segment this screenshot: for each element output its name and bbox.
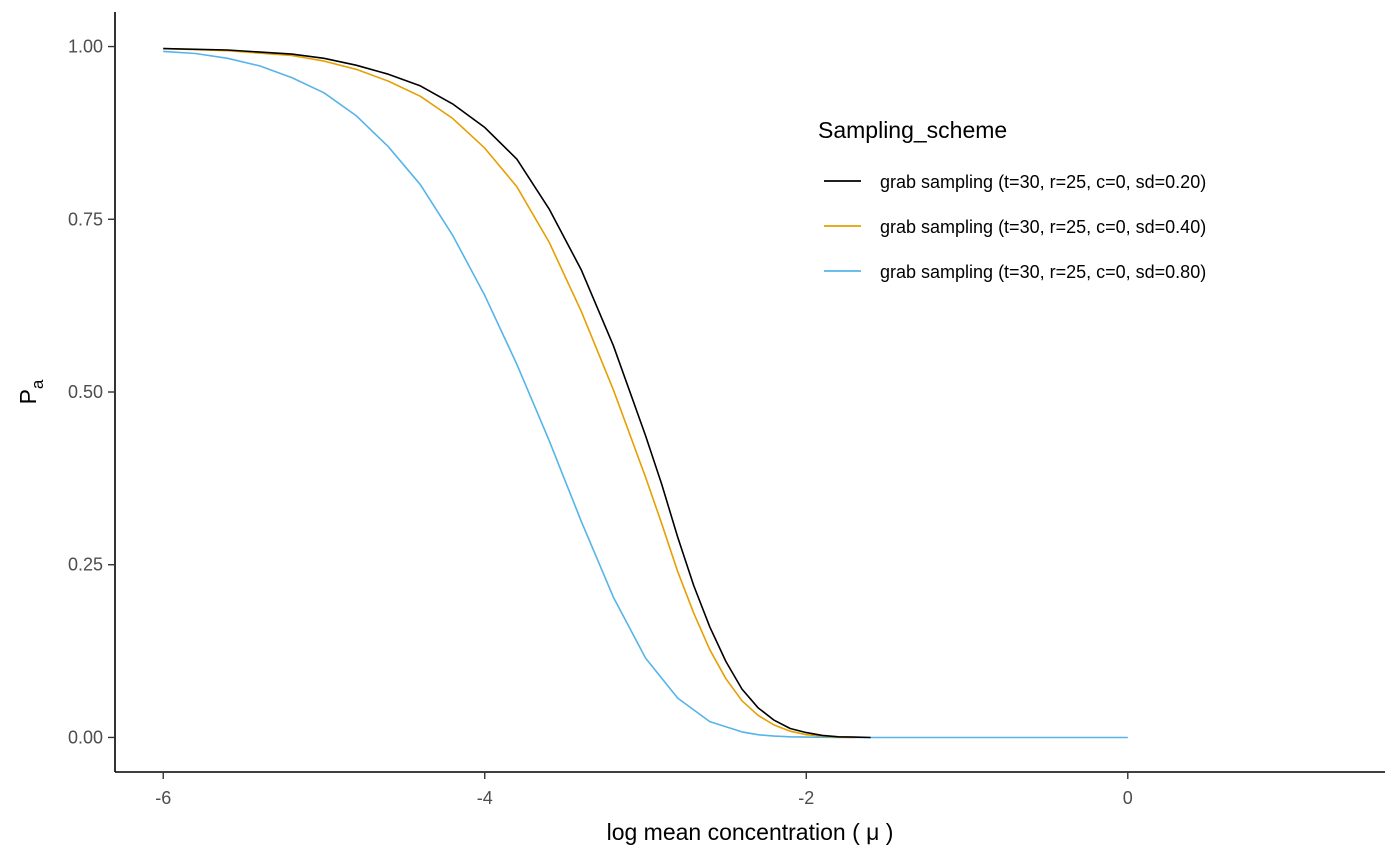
axes — [114, 12, 1385, 773]
x-tick-label: -4 — [477, 788, 493, 808]
legend-label: grab sampling (t=30, r=25, c=0, sd=0.80) — [880, 262, 1206, 282]
series-lines — [163, 47, 1128, 739]
y-tick-label: 0.50 — [68, 382, 103, 402]
y-tick-label: 0.75 — [68, 209, 103, 229]
y-axis-ticks: 0.00 0.25 0.50 0.75 1.00 — [68, 37, 115, 747]
y-axis-title: Pa — [15, 379, 47, 404]
y-tick-label: 0.25 — [68, 555, 103, 575]
y-axis-title-main: P — [15, 389, 41, 404]
legend: Sampling_scheme grab sampling (t=30, r=2… — [818, 117, 1206, 282]
series-line — [163, 50, 1128, 739]
series-line — [163, 47, 855, 739]
x-tick-label: 0 — [1123, 788, 1133, 808]
x-axis-ticks: -6 -4 -2 0 — [155, 772, 1133, 808]
x-tick-label: -2 — [798, 788, 814, 808]
y-axis-title-subscript: a — [28, 379, 47, 389]
legend-items: grab sampling (t=30, r=25, c=0, sd=0.20)… — [824, 172, 1206, 282]
legend-label: grab sampling (t=30, r=25, c=0, sd=0.40) — [880, 217, 1206, 237]
legend-title: Sampling_scheme — [818, 117, 1007, 143]
legend-label: grab sampling (t=30, r=25, c=0, sd=0.20) — [880, 172, 1206, 192]
y-tick-label: 0.00 — [68, 727, 103, 747]
x-tick-label: -6 — [155, 788, 171, 808]
x-axis-title: log mean concentration ( μ ) — [607, 819, 894, 845]
y-tick-label: 1.00 — [68, 37, 103, 57]
series-line — [163, 47, 871, 739]
